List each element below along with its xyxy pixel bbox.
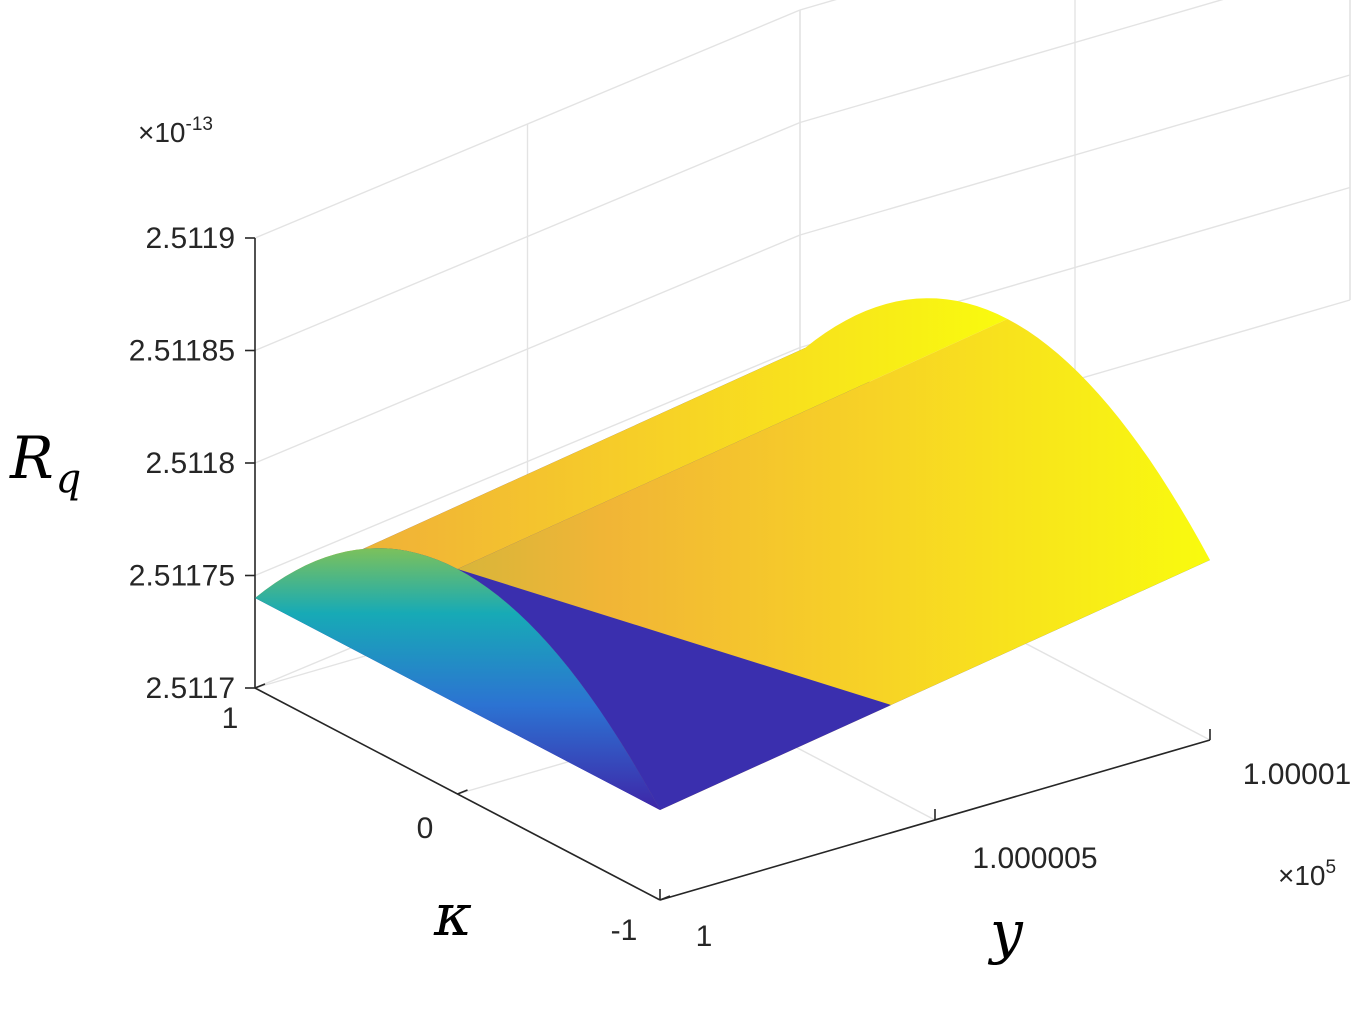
x-multiplier-label: ×105: [1278, 857, 1336, 891]
z-tick-label: 2.5117: [145, 672, 235, 705]
tick-labels: 2.5117 2.51175 2.5118 2.51185 2.5119 1 0 -1 1 1.0…: [129, 222, 1351, 953]
z-tick-label: 2.5118: [145, 447, 235, 480]
axes: [245, 237, 1211, 901]
surface-front-face: [255, 548, 660, 810]
surface: [255, 298, 1210, 810]
y-tick-label: 1: [696, 920, 713, 953]
z-axis-label: Rq: [9, 424, 81, 502]
y-tick-label: 1.000005: [972, 842, 1097, 875]
x-axis-label-y: y: [987, 898, 1024, 966]
kappa-tick-label: 1: [222, 702, 239, 735]
z-tick-label: 2.51185: [129, 335, 235, 368]
y-axis-label-kappa: κ: [433, 881, 472, 949]
x-multiplier-exp: 5: [1326, 857, 1337, 878]
z-multiplier-exp: -13: [186, 114, 213, 135]
y-tick-label: 1.00001: [1243, 758, 1351, 791]
kappa-tick-label: -1: [611, 914, 638, 947]
z-tick-label: 2.51175: [129, 560, 235, 593]
surface-top-near: [255, 298, 1008, 598]
kappa-tick-mark: [254, 683, 266, 689]
kappa-tick-mark: [659, 895, 671, 901]
z-multiplier-label: ×10-13: [138, 114, 213, 148]
z-tick-label: 2.5119: [145, 222, 235, 255]
kappa-tick-label: 0: [417, 812, 434, 845]
kappa-tick-mark: [457, 789, 468, 795]
surface-shadow-side: [457, 569, 891, 810]
